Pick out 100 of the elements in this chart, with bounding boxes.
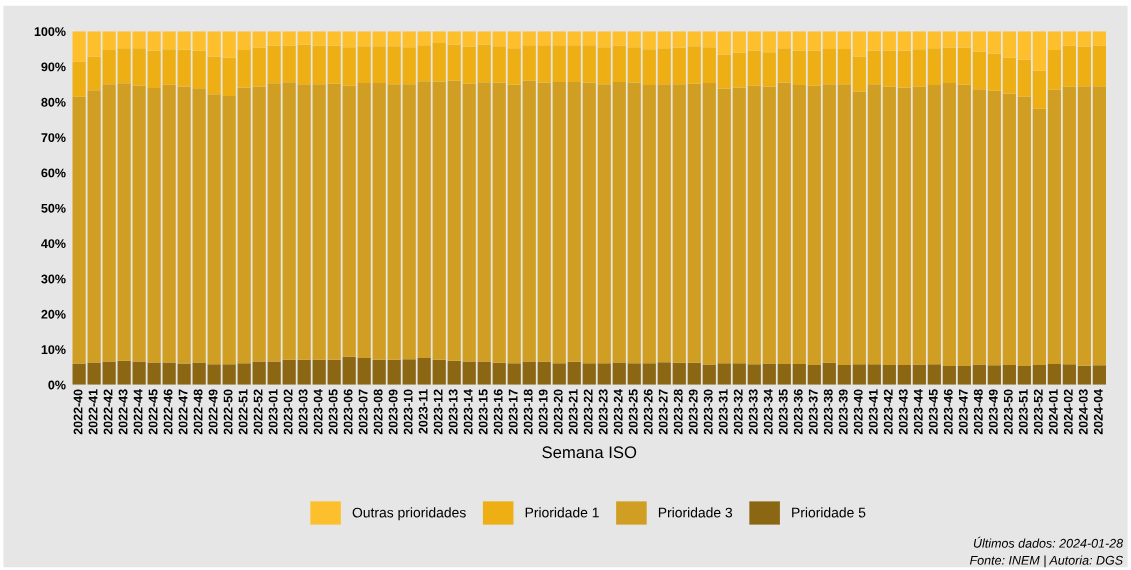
bar: [657, 362, 671, 385]
x-tick-label: 2023-15: [478, 389, 488, 435]
bar: [912, 31, 926, 50]
bar: [882, 86, 896, 365]
bar: [537, 45, 551, 83]
bar: [1017, 96, 1031, 367]
bar: [927, 364, 941, 385]
bar: [1062, 364, 1076, 385]
legend-label: Prioridade 3: [658, 507, 733, 518]
bar: [732, 87, 746, 364]
bar: [552, 81, 566, 364]
bar: [222, 57, 236, 97]
x-tick-label: 2023-13: [448, 389, 458, 435]
bar: [777, 363, 791, 385]
bar: [702, 82, 716, 365]
bar: [492, 31, 506, 47]
bar: [477, 361, 491, 385]
bar: [132, 361, 146, 385]
bar: [177, 31, 191, 50]
bar: [102, 31, 116, 51]
bar: [807, 85, 821, 365]
legend-label: Outras prioridades: [352, 507, 466, 521]
bar: [282, 45, 296, 83]
bar: [717, 54, 731, 89]
bar: [252, 47, 266, 87]
bar: [687, 362, 701, 385]
bar: [777, 31, 791, 49]
bar: [87, 90, 101, 363]
bar: [837, 31, 851, 50]
bar: [462, 83, 476, 362]
bar: [1032, 364, 1046, 385]
bar: [837, 49, 851, 85]
bar: [522, 361, 536, 385]
bar: [492, 362, 506, 385]
bar: [117, 83, 131, 361]
x-tick-label: 2022-46: [163, 389, 173, 435]
bar: [1047, 363, 1061, 385]
y-tick-label: 40%: [41, 239, 66, 249]
y-tick-label: 20%: [41, 309, 66, 319]
bar: [567, 45, 581, 82]
bar: [402, 47, 416, 85]
x-tick-label: 2022-41: [88, 389, 98, 435]
bar: [282, 31, 296, 46]
bar: [672, 362, 686, 385]
bar: [627, 31, 641, 48]
x-tick-label: 2023-38: [823, 389, 833, 435]
bar: [447, 44, 461, 81]
bar: [522, 31, 536, 46]
bar: [102, 361, 116, 385]
bar: [912, 86, 926, 365]
x-tick-label: 2023-46: [943, 389, 953, 435]
bar: [957, 47, 971, 85]
bar: [447, 360, 461, 385]
bar: [627, 363, 641, 385]
bar: [237, 31, 251, 51]
bar: [147, 362, 161, 385]
x-tick-label: 2023-32: [733, 389, 743, 435]
x-tick-label: 2023-31: [718, 389, 728, 435]
bar: [597, 84, 611, 364]
x-tick-label: 2023-36: [793, 389, 803, 435]
x-tick-label: 2022-51: [238, 389, 248, 435]
x-tick-label: 2023-26: [643, 389, 653, 435]
bar: [507, 48, 521, 85]
bar: [417, 31, 431, 46]
bar: [252, 361, 266, 385]
x-tick-label: 2024-04: [1093, 388, 1103, 435]
source-note: Fonte: INEM | Autoria: DGS: [969, 555, 1123, 568]
bar: [522, 80, 536, 362]
bar: [1002, 57, 1016, 94]
bar: [567, 361, 581, 385]
bar: [492, 46, 506, 83]
bar: [342, 47, 356, 86]
bar: [972, 51, 986, 90]
x-tick-label: 2023-42: [883, 389, 893, 435]
bar: [1092, 31, 1106, 46]
x-tick-label: 2022-43: [118, 389, 128, 435]
bar: [672, 31, 686, 48]
x-tick-label: 2023-12: [433, 389, 443, 435]
bar: [252, 31, 266, 48]
x-tick-label: 2023-20: [553, 389, 563, 435]
bar: [927, 31, 941, 49]
bar: [462, 361, 476, 385]
x-tick-label: 2023-09: [388, 389, 398, 435]
bar: [642, 363, 656, 385]
bar: [987, 31, 1001, 54]
bar: [537, 82, 551, 362]
bar: [312, 31, 326, 46]
bar: [237, 363, 251, 385]
bar: [897, 364, 911, 385]
bar: [222, 96, 236, 365]
bar: [117, 360, 131, 385]
bar: [762, 52, 776, 87]
bar: [417, 357, 431, 385]
bar: [1002, 31, 1016, 58]
x-tick-label: 2022-42: [103, 389, 113, 435]
bar: [672, 47, 686, 85]
bar: [582, 82, 596, 364]
bar: [867, 50, 881, 85]
bar: [822, 31, 836, 50]
bar: [192, 88, 206, 363]
